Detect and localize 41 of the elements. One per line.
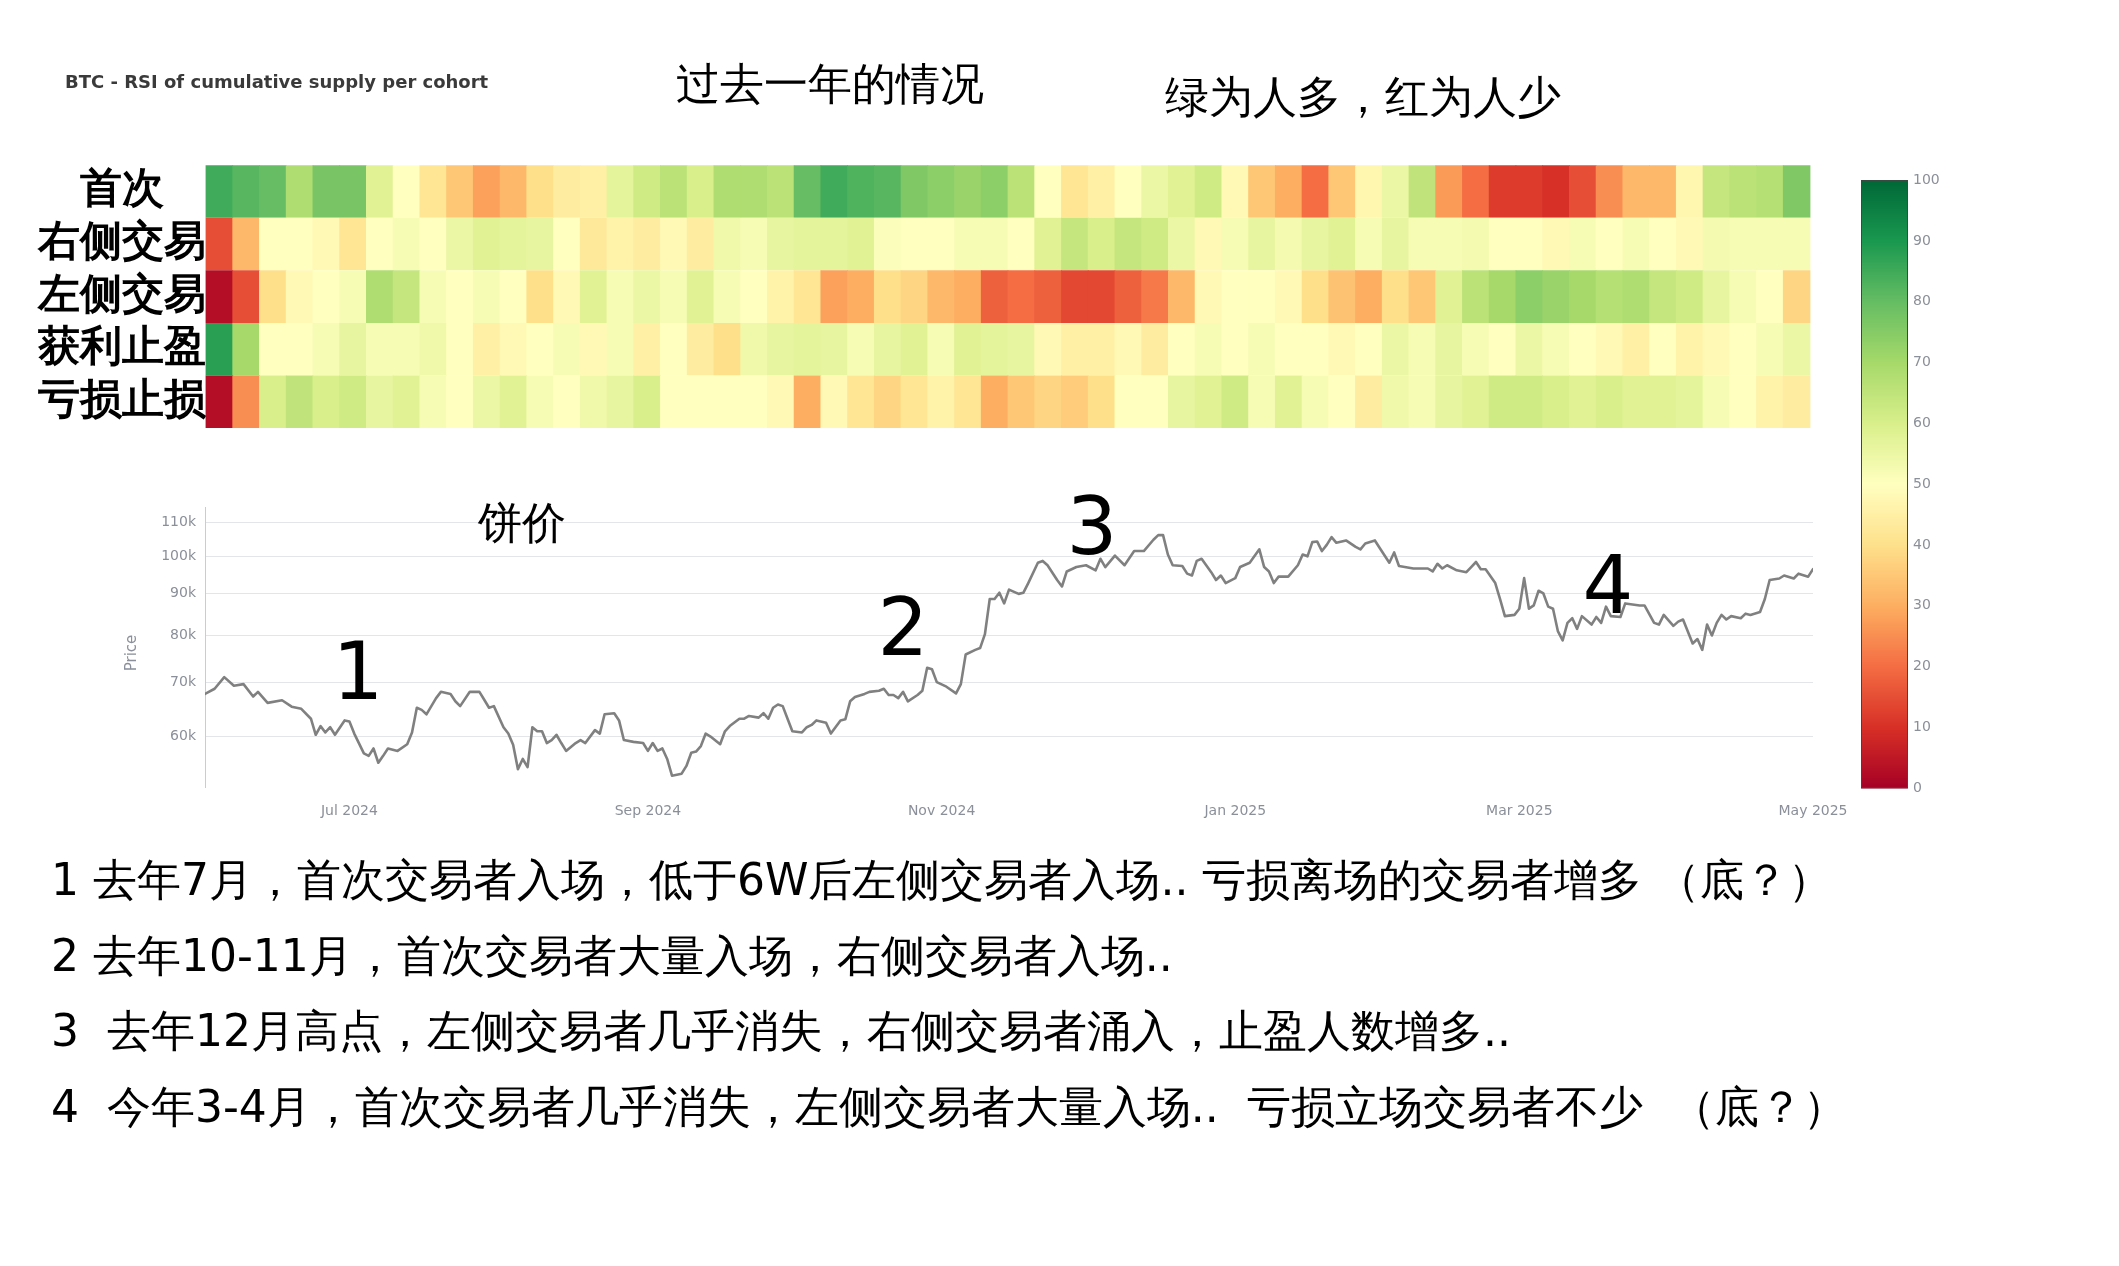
chart-title: 饼价 bbox=[478, 495, 566, 550]
annotation: 1 bbox=[332, 625, 384, 718]
color-bar-label: 100 bbox=[1913, 170, 1940, 187]
y-tick-label: 60k bbox=[170, 727, 197, 744]
x-tick-label: May 2025 bbox=[1778, 802, 1848, 819]
y-tick-label: 亏损止损 bbox=[37, 373, 207, 423]
color-bar-label: 10 bbox=[1913, 718, 1931, 735]
x-tick-label: Jan 2025 bbox=[1203, 802, 1267, 819]
y-tick-label: 80k bbox=[170, 625, 197, 642]
color-bar-label: 60 bbox=[1913, 414, 1931, 431]
x-tick-label: Mar 2025 bbox=[1486, 802, 1553, 819]
y-tick-label: 110k bbox=[161, 513, 197, 530]
y-axis-title: Price bbox=[122, 634, 140, 672]
y-tick-label: 右侧交易 bbox=[37, 215, 206, 265]
y-tick-label: 100k bbox=[161, 546, 197, 563]
text: 4 今年3-4月，首次交易者几乎消失，左侧交易者大量入场.. 亏损立场交易者不少 （底？） bbox=[51, 1079, 1847, 1134]
text: 绿为人多，红为人少 bbox=[1165, 69, 1561, 124]
y-tick-label: 70k bbox=[170, 672, 197, 689]
annotation: 4 bbox=[1582, 539, 1634, 632]
x-tick-label: Nov 2024 bbox=[907, 802, 976, 819]
y-tick-label: 左侧交易 bbox=[37, 268, 206, 318]
y-tick-label: 首次 bbox=[80, 163, 164, 213]
color-bar-label: 90 bbox=[1913, 231, 1931, 248]
annotation: 3 bbox=[1066, 480, 1118, 573]
y-tick-label: 90k bbox=[170, 584, 197, 601]
text: 3 去年12月高点，左侧交易者几乎消失，右侧交易者涌入，止盈人数增多.. bbox=[51, 1003, 1511, 1058]
color-bar-label: 50 bbox=[1913, 474, 1931, 491]
color-bar-label: 30 bbox=[1913, 596, 1931, 613]
x-tick-label: Jul 2024 bbox=[319, 802, 378, 819]
color-bar-label: 0 bbox=[1913, 778, 1922, 795]
y-tick-label: 获利止盈 bbox=[37, 321, 206, 371]
chart-title: BTC - RSI of cumulative supply per cohort bbox=[65, 70, 489, 92]
color-bar-label: 20 bbox=[1913, 657, 1931, 674]
x-tick-label: Sep 2024 bbox=[614, 802, 682, 819]
text: 1 去年7月，首次交易者入场，低于6W后左侧交易者入场.. 亏损离场的交易者增多 （底？） bbox=[51, 852, 1833, 907]
chart-subtitle: 过去一年的情况 bbox=[676, 56, 984, 111]
color-bar-label: 80 bbox=[1913, 292, 1931, 309]
annotation: 2 bbox=[877, 581, 929, 674]
color-bar-label: 70 bbox=[1913, 353, 1931, 370]
text: 2 去年10-11月，首次交易者大量入场，右侧交易者入场.. bbox=[51, 928, 1173, 983]
color-bar-label: 40 bbox=[1913, 535, 1931, 552]
